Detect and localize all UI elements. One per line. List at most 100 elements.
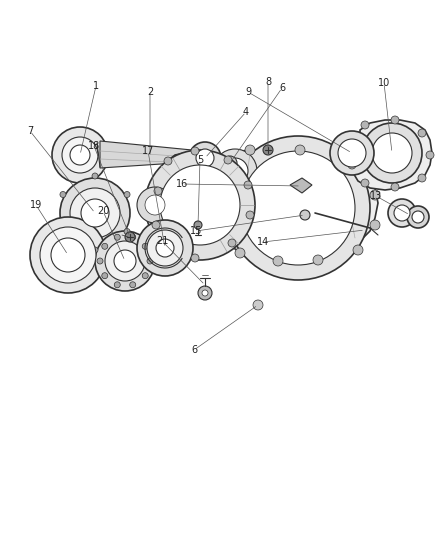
Circle shape <box>360 179 368 187</box>
Circle shape <box>244 145 254 155</box>
Circle shape <box>361 123 421 183</box>
Text: 16: 16 <box>176 179 188 189</box>
Circle shape <box>294 145 304 155</box>
Text: 6: 6 <box>191 345 197 355</box>
Circle shape <box>425 151 433 159</box>
Polygon shape <box>215 150 377 261</box>
Circle shape <box>360 121 368 129</box>
Text: 2: 2 <box>147 87 153 97</box>
Circle shape <box>114 282 120 288</box>
Circle shape <box>312 255 322 265</box>
Circle shape <box>114 234 120 240</box>
Circle shape <box>212 149 256 193</box>
Circle shape <box>223 156 237 170</box>
Circle shape <box>51 238 85 272</box>
Circle shape <box>102 243 108 249</box>
Text: 9: 9 <box>244 87 251 97</box>
Circle shape <box>417 174 425 182</box>
Text: 1: 1 <box>93 81 99 91</box>
Text: 6: 6 <box>278 83 284 93</box>
Circle shape <box>191 147 198 155</box>
Circle shape <box>234 248 244 258</box>
Text: 17: 17 <box>141 146 154 156</box>
Text: 7: 7 <box>27 126 33 136</box>
Circle shape <box>70 145 90 165</box>
Circle shape <box>125 232 135 242</box>
Circle shape <box>212 223 222 233</box>
Circle shape <box>272 256 283 266</box>
Circle shape <box>102 273 108 279</box>
Circle shape <box>191 254 198 262</box>
Circle shape <box>105 241 145 281</box>
Text: 15: 15 <box>189 226 202 236</box>
Circle shape <box>222 158 247 184</box>
Polygon shape <box>349 120 431 190</box>
Text: 5: 5 <box>196 155 203 165</box>
Polygon shape <box>290 178 311 193</box>
Circle shape <box>371 133 411 173</box>
Circle shape <box>329 131 373 175</box>
Circle shape <box>411 211 423 223</box>
Circle shape <box>164 157 172 165</box>
Text: 10: 10 <box>377 78 389 88</box>
Circle shape <box>124 229 130 235</box>
Circle shape <box>60 178 130 248</box>
Text: 19: 19 <box>30 200 42 210</box>
Polygon shape <box>155 151 249 259</box>
Circle shape <box>97 258 103 264</box>
Circle shape <box>352 245 362 255</box>
Circle shape <box>142 243 148 249</box>
Circle shape <box>393 205 409 221</box>
Circle shape <box>227 239 236 247</box>
Circle shape <box>369 190 379 200</box>
Circle shape <box>30 217 106 293</box>
Circle shape <box>60 229 66 235</box>
Text: 14: 14 <box>256 237 268 247</box>
Circle shape <box>92 247 98 253</box>
Circle shape <box>147 258 153 264</box>
Circle shape <box>147 230 183 266</box>
Circle shape <box>387 199 415 227</box>
Text: 18: 18 <box>88 141 100 151</box>
Circle shape <box>245 211 254 219</box>
Circle shape <box>223 156 231 164</box>
Circle shape <box>62 137 98 173</box>
Circle shape <box>137 187 173 223</box>
Circle shape <box>369 220 379 230</box>
Circle shape <box>124 191 130 198</box>
Circle shape <box>262 145 272 155</box>
Circle shape <box>155 239 173 257</box>
Text: 20: 20 <box>97 206 109 216</box>
Circle shape <box>189 142 220 174</box>
Circle shape <box>195 149 213 167</box>
Circle shape <box>154 187 162 195</box>
Circle shape <box>347 161 355 169</box>
Circle shape <box>406 206 428 228</box>
Circle shape <box>240 151 354 265</box>
Circle shape <box>198 286 212 300</box>
Circle shape <box>60 191 66 198</box>
Circle shape <box>142 273 148 279</box>
Circle shape <box>161 247 169 255</box>
Text: 21: 21 <box>155 236 168 246</box>
Circle shape <box>390 116 398 124</box>
Text: 4: 4 <box>242 107 248 117</box>
Polygon shape <box>100 141 191 168</box>
Circle shape <box>137 220 193 276</box>
Circle shape <box>152 221 159 229</box>
Text: 13: 13 <box>369 191 381 201</box>
Circle shape <box>145 195 165 215</box>
Circle shape <box>390 183 398 191</box>
Text: 8: 8 <box>265 77 270 87</box>
Circle shape <box>226 136 369 280</box>
Circle shape <box>52 127 108 183</box>
Circle shape <box>417 129 425 137</box>
Circle shape <box>299 210 309 220</box>
Circle shape <box>40 227 96 283</box>
Circle shape <box>81 199 109 227</box>
Circle shape <box>244 181 251 189</box>
Circle shape <box>95 231 155 291</box>
Circle shape <box>114 250 136 272</box>
Circle shape <box>70 188 120 238</box>
Circle shape <box>201 290 208 296</box>
